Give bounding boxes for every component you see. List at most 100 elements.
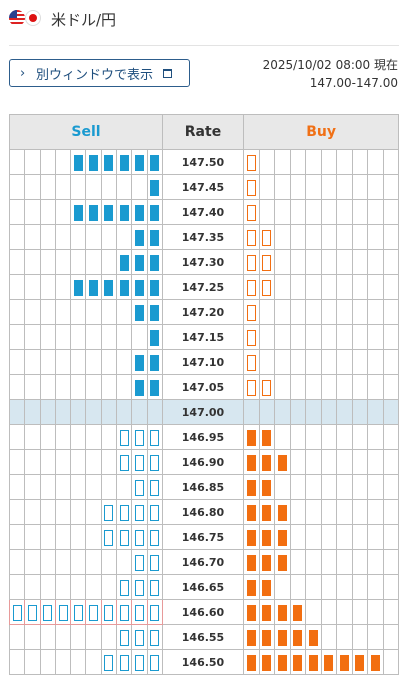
sell-cell xyxy=(39,249,56,275)
buy-order-bar xyxy=(308,630,318,646)
buy-cell xyxy=(382,199,400,225)
buy-cell xyxy=(274,424,291,450)
buy-cell xyxy=(382,499,400,525)
rate-row: 146.60 xyxy=(8,599,400,625)
sell-cell xyxy=(70,399,87,425)
buy-cell xyxy=(351,224,368,250)
sell-order-bar xyxy=(135,305,145,321)
sell-cell xyxy=(146,274,164,300)
rate-value: 146.70 xyxy=(162,549,244,575)
sell-cell xyxy=(39,224,56,250)
sell-cell xyxy=(8,549,26,575)
buy-cell xyxy=(258,199,275,225)
buy-order-bar xyxy=(277,655,287,671)
rate-row: 146.95 xyxy=(8,424,400,450)
buy-cell xyxy=(243,149,260,175)
buy-cell xyxy=(351,174,368,200)
buy-cell xyxy=(258,449,275,475)
sell-cell xyxy=(146,424,164,450)
sell-cell xyxy=(70,599,87,625)
sell-cell xyxy=(85,149,102,175)
buy-cell xyxy=(305,274,322,300)
buy-cell xyxy=(274,299,291,325)
buy-cell xyxy=(320,624,337,650)
buy-order-bar xyxy=(246,555,256,571)
buy-header: Buy xyxy=(242,114,400,150)
rate-row: 147.50 xyxy=(8,149,400,175)
buy-order-bar xyxy=(262,255,272,271)
sell-order-bar xyxy=(150,205,160,221)
buy-cell xyxy=(289,649,306,675)
buy-order-bar xyxy=(277,455,287,471)
buy-cell xyxy=(336,299,353,325)
sell-cell xyxy=(131,174,148,200)
sell-cell xyxy=(8,249,26,275)
buy-cell xyxy=(258,274,275,300)
sell-cell xyxy=(54,474,72,500)
buy-cell xyxy=(382,649,400,675)
rate-row: 146.85 xyxy=(8,474,400,500)
sell-cell xyxy=(146,399,164,425)
buy-cell xyxy=(382,549,400,575)
sell-cell xyxy=(54,399,72,425)
buy-cell xyxy=(274,649,291,675)
buy-cell xyxy=(382,149,400,175)
sell-cell xyxy=(39,524,56,550)
sell-order-bar xyxy=(135,555,145,571)
buy-cell xyxy=(243,574,260,600)
sell-cell xyxy=(146,624,164,650)
sell-order-bar xyxy=(150,630,160,646)
buy-cell xyxy=(336,174,353,200)
sell-cell xyxy=(131,449,148,475)
buy-order-bar xyxy=(370,655,380,671)
rate-value: 146.55 xyxy=(162,624,244,650)
sell-cell xyxy=(146,349,164,375)
sell-order-bar xyxy=(150,380,160,396)
rate-value: 146.95 xyxy=(162,424,244,450)
buy-cell xyxy=(320,549,337,575)
sell-cell xyxy=(116,449,133,475)
buy-cell xyxy=(382,174,400,200)
sell-cell xyxy=(70,374,87,400)
sell-cell xyxy=(39,324,56,350)
buy-cell xyxy=(382,299,400,325)
sell-order-bar xyxy=(150,530,160,546)
buy-cell xyxy=(305,299,322,325)
sell-cell xyxy=(116,549,133,575)
sell-cell xyxy=(116,374,133,400)
sell-cell xyxy=(100,349,118,375)
sell-order-bar xyxy=(119,605,129,621)
buy-cell xyxy=(351,324,368,350)
buy-cell xyxy=(258,474,275,500)
buy-cell xyxy=(336,499,353,525)
rate-row: 147.15 xyxy=(8,324,400,350)
sell-cell xyxy=(39,449,56,475)
sell-cell xyxy=(100,199,118,225)
buy-cell xyxy=(289,249,306,275)
buy-order-bar xyxy=(246,280,256,296)
buy-cell xyxy=(274,349,291,375)
buy-cell xyxy=(289,574,306,600)
buy-cell xyxy=(243,374,260,400)
buy-cell xyxy=(274,274,291,300)
sell-order-bar xyxy=(135,480,145,496)
rate-row: 147.40 xyxy=(8,199,400,225)
sell-cell xyxy=(54,149,72,175)
sell-order-bar xyxy=(135,380,145,396)
buy-cell xyxy=(305,449,322,475)
buy-order-bar xyxy=(262,530,272,546)
sell-cell xyxy=(100,574,118,600)
buy-cell xyxy=(289,524,306,550)
sell-order-bar xyxy=(119,455,129,471)
buy-cell xyxy=(320,524,337,550)
sell-order-bar xyxy=(43,605,53,621)
sell-cell xyxy=(24,149,41,175)
buy-order-bar xyxy=(324,655,334,671)
sell-order-bar xyxy=(150,280,160,296)
open-in-new-window-button[interactable]: › 別ウィンドウで表示 xyxy=(9,59,190,87)
sell-cell xyxy=(85,624,102,650)
sell-cell xyxy=(100,649,118,675)
sell-cell xyxy=(70,274,87,300)
buy-cell xyxy=(289,549,306,575)
buy-cell xyxy=(258,499,275,525)
